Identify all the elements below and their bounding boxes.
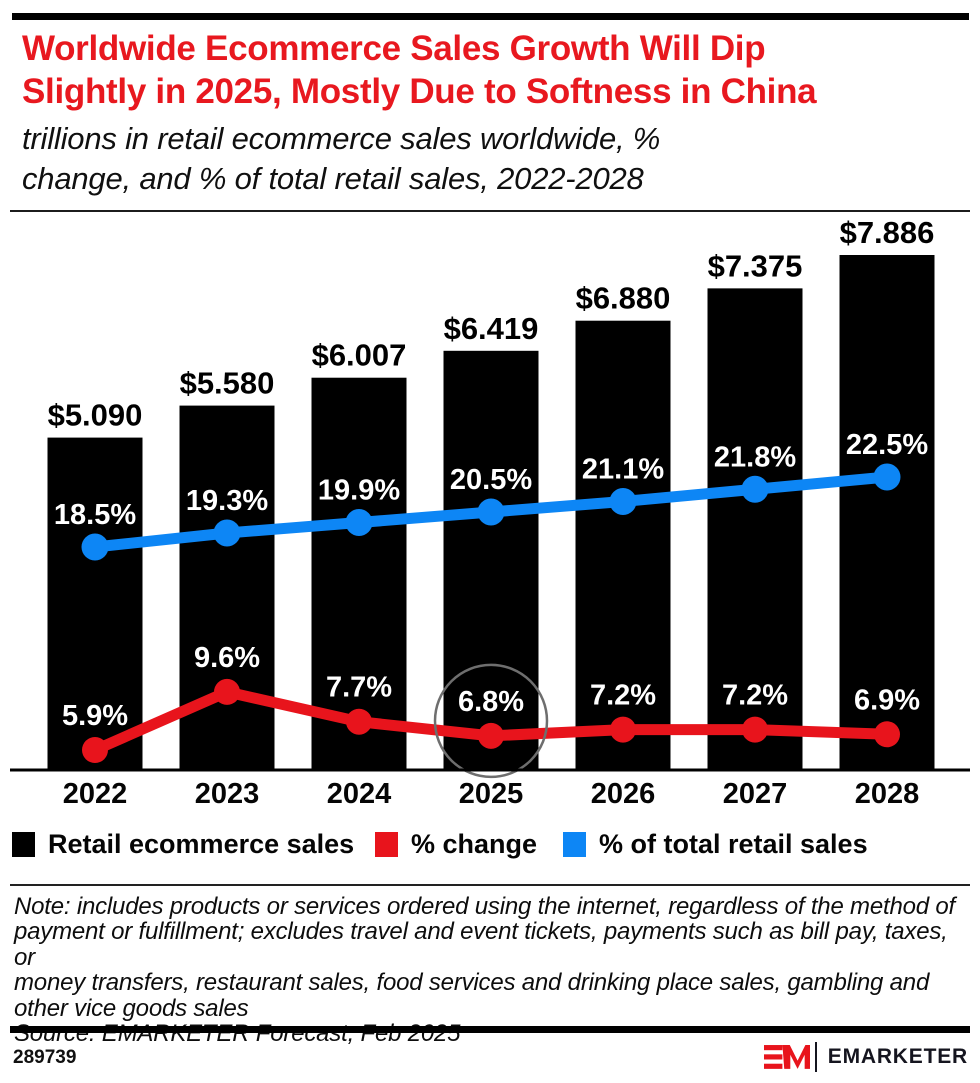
- pct-total-retail-dot-2022: [81, 533, 109, 561]
- note-line: payment or fulfillment; excludes travel …: [14, 918, 948, 971]
- pct-total-retail-dot-2027: [741, 475, 769, 503]
- pct-change-dot-2027: [742, 716, 768, 743]
- legend-swatch-icon: [12, 832, 35, 857]
- bar-value-label-2023: $5.580: [180, 366, 275, 401]
- pct-change-label-2026: 7.2%: [590, 680, 656, 712]
- legend-item-change: % change: [375, 829, 538, 859]
- header-divider: [10, 210, 970, 212]
- chart-subtitle-line2: change, and % of total retail sales, 202…: [22, 161, 644, 196]
- pct-total-retail-label-2028: 22.5%: [846, 429, 928, 461]
- chart-subtitle: trillions in retail ecommerce sales worl…: [22, 119, 962, 199]
- pct-total-retail-label-2027: 21.8%: [714, 441, 796, 473]
- pct-change-label-2025: 6.8%: [458, 686, 524, 718]
- pct-total-retail-label-2022: 18.5%: [54, 499, 136, 531]
- highlight-circle-2025: [433, 663, 549, 779]
- bar-2022: [47, 437, 143, 770]
- chart-title-line2: Slightly in 2025, Mostly Due to Softness…: [22, 72, 817, 111]
- bar-2025: [443, 350, 539, 770]
- note-line: Note: includes products or services orde…: [14, 893, 955, 920]
- x-tick-2027: 2027: [723, 778, 788, 810]
- chart-legend: Retail ecommerce sales % change % of total…: [0, 829, 980, 862]
- legend-swatch-icon: [563, 832, 586, 857]
- legend-swatch-icon: [375, 832, 398, 857]
- pct-change-dot-2025: [478, 722, 504, 749]
- pct-change-dot-2024: [346, 708, 372, 735]
- pct-change-label-2028: 6.9%: [854, 684, 920, 716]
- legend-item-of-total-retail-sales: % of total retail sales: [563, 829, 868, 859]
- x-tick-2024: 2024: [327, 778, 392, 810]
- bar-2026: [575, 320, 671, 770]
- pct-total-retail-dot-2026: [609, 488, 637, 515]
- pct-total-retail-label-2024: 19.9%: [318, 475, 400, 507]
- x-tick-2023: 2023: [195, 778, 260, 810]
- legend-label: Retail ecommerce sales: [48, 829, 355, 859]
- x-axis-line: [10, 768, 970, 772]
- note-block: Note: includes products or services orde…: [14, 893, 964, 1048]
- brand-divider: [814, 1042, 817, 1072]
- emarketer-wordmark: EMARKETER: [827, 1045, 968, 1068]
- pct-change-label-2023: 9.6%: [194, 642, 260, 674]
- bar-value-label-2025: $6.419: [444, 311, 539, 346]
- chart-title-line1: Worldwide Ecommerce Sales Growth Will Di…: [22, 29, 766, 68]
- pct-total-retail-dot-2023: [213, 519, 241, 547]
- bar-2028: [839, 255, 935, 770]
- note-divider: [10, 884, 970, 886]
- pct-change-dot-2023: [214, 678, 240, 705]
- legend-label: % change: [411, 829, 538, 859]
- source-line: Source: EMARKETER Forecast, Feb 2025: [14, 1020, 461, 1048]
- x-tick-2028: 2028: [855, 778, 920, 810]
- bar-value-label-2027: $7.375: [708, 248, 803, 283]
- note-line: other vice goods sales: [14, 994, 249, 1022]
- bar-2023: [179, 405, 275, 770]
- footer-divider: [10, 1026, 970, 1033]
- chart-area: $5.090 $5.580 $6.007 $6.419 $6.880 $7.375 $7.8…: [10, 220, 970, 810]
- pct-total-retail-label-2026: 21.1%: [582, 454, 664, 486]
- x-tick-2022: 2022: [63, 778, 128, 810]
- note-line: money transfers, restaurant sales, food …: [14, 969, 930, 997]
- top-accent-bar: [12, 13, 969, 20]
- pct-total-retail-label-2025: 20.5%: [450, 464, 532, 496]
- legend-item-retail-ecommerce-sales: Retail ecommerce sales: [12, 829, 355, 859]
- bar-2024: [311, 377, 407, 770]
- pct-total-retail-dot-2024: [345, 509, 373, 536]
- chart-title: Worldwide Ecommerce Sales Growth Will Di…: [22, 27, 962, 113]
- pct-change-label-2022: 5.9%: [62, 700, 128, 732]
- pct-change-dot-2028: [874, 721, 900, 748]
- bar-value-label-2028: $7.886: [840, 220, 935, 250]
- x-tick-2026: 2026: [591, 778, 656, 810]
- bar-2027: [707, 288, 803, 770]
- pct-change-label-2024: 7.7%: [326, 672, 392, 704]
- bar-value-label-2024: $6.007: [312, 338, 407, 373]
- pct-change-label-2027: 7.2%: [722, 680, 788, 712]
- legend-label: % of total retail sales: [599, 829, 868, 859]
- emarketer-brand: EMARKETER: [763, 1040, 968, 1074]
- emarketer-monogram-icon: [763, 1045, 810, 1069]
- chart-subtitle-line1: trillions in retail ecommerce sales worl…: [22, 121, 661, 156]
- bar-value-label-2026: $6.880: [576, 281, 671, 316]
- pct-total-retail-dot-2028: [873, 463, 901, 491]
- pct-total-retail-label-2023: 19.3%: [186, 485, 268, 517]
- chart-id: 289739: [13, 1047, 77, 1068]
- pct-change-dot-2026: [610, 716, 636, 743]
- bar-value-label-2022: $5.090: [48, 398, 143, 433]
- pct-change-dot-2022: [82, 737, 108, 763]
- pct-total-retail-dot-2025: [477, 498, 505, 526]
- x-tick-2025: 2025: [459, 778, 524, 810]
